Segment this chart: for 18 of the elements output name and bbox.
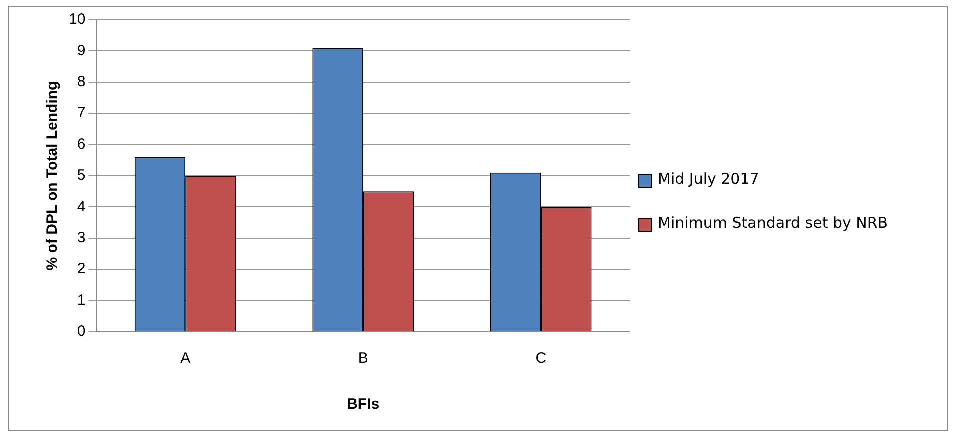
x-axis-title: BFIs bbox=[347, 396, 380, 414]
y-tick-label: 10 bbox=[68, 11, 86, 28]
y-axis-title: % of DPL on Total Lending bbox=[44, 81, 62, 271]
y-tick-label: 6 bbox=[77, 136, 86, 153]
x-tick-label: B bbox=[358, 350, 368, 368]
y-tick-label: 5 bbox=[77, 167, 86, 184]
y-tick-label: 0 bbox=[77, 323, 86, 340]
y-tick-label: 9 bbox=[77, 42, 86, 60]
x-tick-label: A bbox=[180, 350, 191, 368]
y-tick-label: 4 bbox=[77, 198, 86, 216]
y-tick-label: 3 bbox=[77, 230, 86, 247]
legend-label: Minimum Standard set by NRB bbox=[658, 214, 888, 232]
legend-label: Mid July 2017 bbox=[658, 170, 760, 188]
x-tick-label: C bbox=[536, 350, 547, 368]
y-tick-label: 2 bbox=[77, 260, 86, 278]
y-tick-label: 1 bbox=[77, 292, 86, 309]
y-tick-label: 7 bbox=[77, 104, 86, 122]
y-tick-label: 8 bbox=[77, 74, 86, 91]
